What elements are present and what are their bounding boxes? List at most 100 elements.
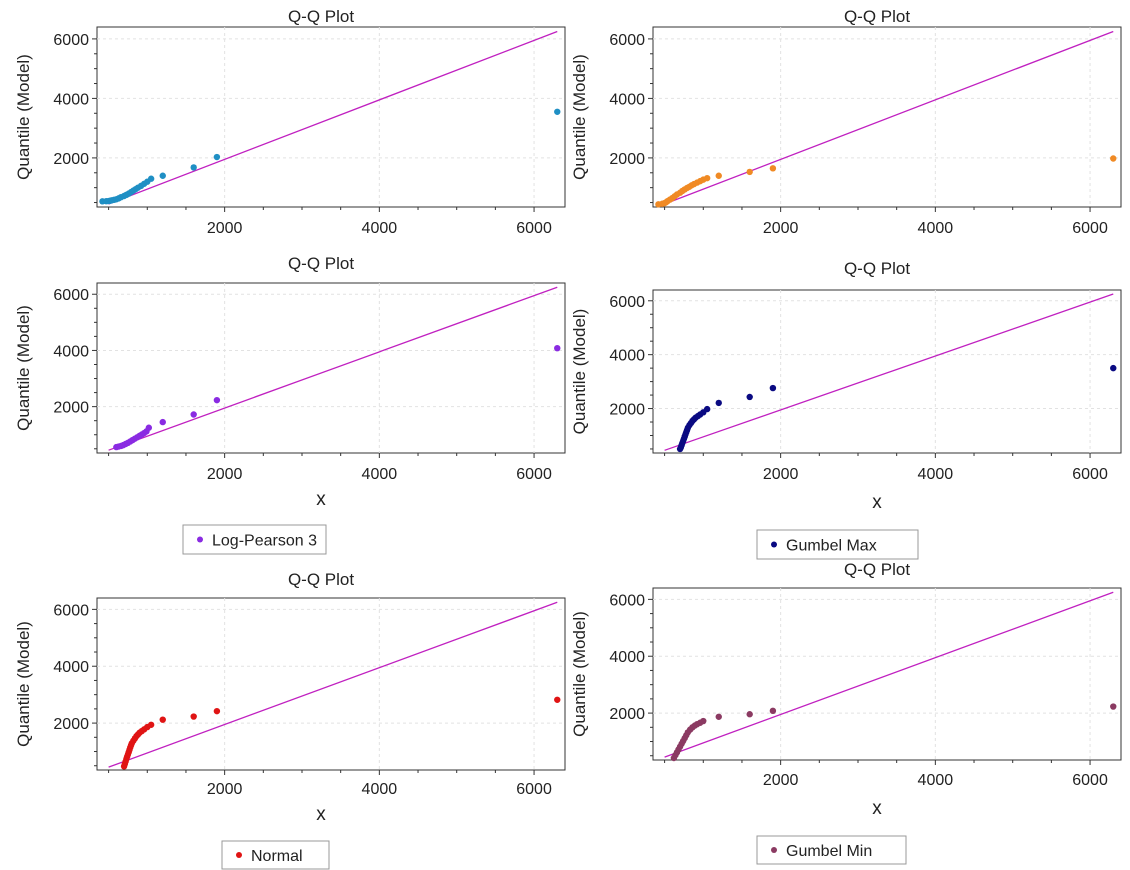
data-point xyxy=(700,717,707,725)
y-tick-label: 4000 xyxy=(609,91,645,108)
x-tick-label: 4000 xyxy=(918,772,954,789)
x-tick-label: 6000 xyxy=(516,781,552,798)
x-tick-label: 2000 xyxy=(207,781,243,798)
qq-panel-1: Q-Q Plot Quantile (Model) 2000 4000 6000 2000… xyxy=(14,7,566,237)
legend-label: Gumbel Min xyxy=(786,843,872,860)
data-point xyxy=(769,707,777,715)
legend-marker xyxy=(771,541,777,548)
y-tick-label: 4000 xyxy=(53,659,89,676)
legend-marker xyxy=(771,847,777,853)
legend-marker xyxy=(236,852,242,858)
reference-line xyxy=(664,591,1114,758)
data-point xyxy=(769,165,777,172)
chart-title: Q-Q Plot xyxy=(288,570,354,589)
x-tick-label: 4000 xyxy=(918,466,954,483)
y-tick-label: 4000 xyxy=(609,649,645,666)
data-point xyxy=(213,707,221,715)
data-point xyxy=(159,716,166,723)
x-tick-label: 2000 xyxy=(763,220,799,237)
y-axis-label: Quantile (Model) xyxy=(14,54,33,180)
x-axis-label: x xyxy=(316,804,326,825)
reference-line xyxy=(664,293,1114,451)
x-tick-label: 4000 xyxy=(362,220,398,237)
data-point xyxy=(145,424,153,431)
qq-panel-5: Q-Q Plot Quantile (Model) 2000 4000 6000 2000… xyxy=(14,570,566,870)
x-tick-label: 4000 xyxy=(362,466,398,483)
plot-area xyxy=(96,597,566,771)
data-point xyxy=(715,399,722,407)
y-tick-label: 2000 xyxy=(53,400,89,417)
legend-label: Gumbel Max xyxy=(786,538,877,555)
y-tick-label: 6000 xyxy=(609,294,645,311)
qq-panel-4: Q-Q Plot Quantile (Model) 2000 4000 6000 2000… xyxy=(570,259,1122,560)
legend-marker xyxy=(197,536,203,543)
x-axis-label: x xyxy=(872,798,882,819)
plot-area xyxy=(652,587,1122,761)
data-point xyxy=(147,175,155,182)
y-tick-label: 2000 xyxy=(609,402,645,419)
y-axis-label: Quantile (Model) xyxy=(14,621,33,747)
data-point xyxy=(554,344,561,352)
y-axis-label: Quantile (Model) xyxy=(570,611,589,737)
data-point xyxy=(190,164,197,171)
chart-title: Q-Q Plot xyxy=(844,259,910,278)
data-point xyxy=(159,172,166,179)
legend: Gumbel Max xyxy=(756,529,919,560)
qq-panel-2: Q-Q Plot Quantile (Model) 2000 4000 6000 2000… xyxy=(570,7,1122,237)
chart-title: Q-Q Plot xyxy=(844,560,910,579)
data-point xyxy=(554,696,561,703)
x-axis-label: x xyxy=(872,492,882,513)
y-tick-label: 2000 xyxy=(609,706,645,723)
plot-area xyxy=(96,282,566,454)
data-point xyxy=(703,405,711,413)
data-point xyxy=(190,411,197,418)
y-tick-label: 2000 xyxy=(609,151,645,168)
y-axis-label: Quantile (Model) xyxy=(570,309,589,435)
legend-label: Log-Pearson 3 xyxy=(212,533,317,550)
chart-title: Q-Q Plot xyxy=(288,7,354,26)
legend-label: Normal xyxy=(251,848,303,865)
data-point xyxy=(769,384,777,392)
y-tick-label: 4000 xyxy=(53,91,89,108)
data-point xyxy=(715,172,722,179)
reference-line xyxy=(108,30,558,205)
chart-title: Q-Q Plot xyxy=(288,254,354,273)
data-point xyxy=(715,713,722,720)
x-tick-label: 2000 xyxy=(207,220,243,237)
data-point xyxy=(159,418,166,426)
x-tick-label: 6000 xyxy=(1072,466,1108,483)
reference-line xyxy=(108,601,558,768)
data-point xyxy=(746,711,753,718)
y-axis-label: Quantile (Model) xyxy=(14,305,33,431)
plot-area xyxy=(652,26,1122,208)
plot-area xyxy=(652,289,1122,454)
x-tick-label: 2000 xyxy=(763,466,799,483)
legend: Normal xyxy=(221,840,330,870)
data-point xyxy=(1110,703,1117,710)
y-tick-label: 2000 xyxy=(53,716,89,733)
chart-title: Q-Q Plot xyxy=(844,7,910,26)
x-tick-label: 2000 xyxy=(207,466,243,483)
y-tick-label: 6000 xyxy=(53,602,89,619)
data-point xyxy=(554,108,561,115)
legend: Gumbel Min xyxy=(756,835,907,865)
x-tick-label: 6000 xyxy=(516,220,552,237)
qq-panel-3: Q-Q Plot Quantile (Model) 2000 4000 6000 2000… xyxy=(14,254,566,555)
y-axis-label: Quantile (Model) xyxy=(570,54,589,180)
x-axis-label: x xyxy=(316,489,326,510)
data-point xyxy=(190,713,197,720)
x-tick-label: 6000 xyxy=(516,466,552,483)
data-point xyxy=(1110,364,1117,372)
legend-box xyxy=(182,524,327,555)
plot-area xyxy=(96,26,566,208)
data-point xyxy=(1110,155,1117,162)
reference-line xyxy=(108,286,558,451)
y-tick-label: 6000 xyxy=(53,32,89,49)
legend-box xyxy=(756,529,919,560)
y-tick-label: 6000 xyxy=(609,32,645,49)
y-tick-label: 2000 xyxy=(53,151,89,168)
data-point xyxy=(147,721,155,728)
y-tick-label: 6000 xyxy=(53,287,89,304)
legend: Log-Pearson 3 xyxy=(182,524,327,555)
